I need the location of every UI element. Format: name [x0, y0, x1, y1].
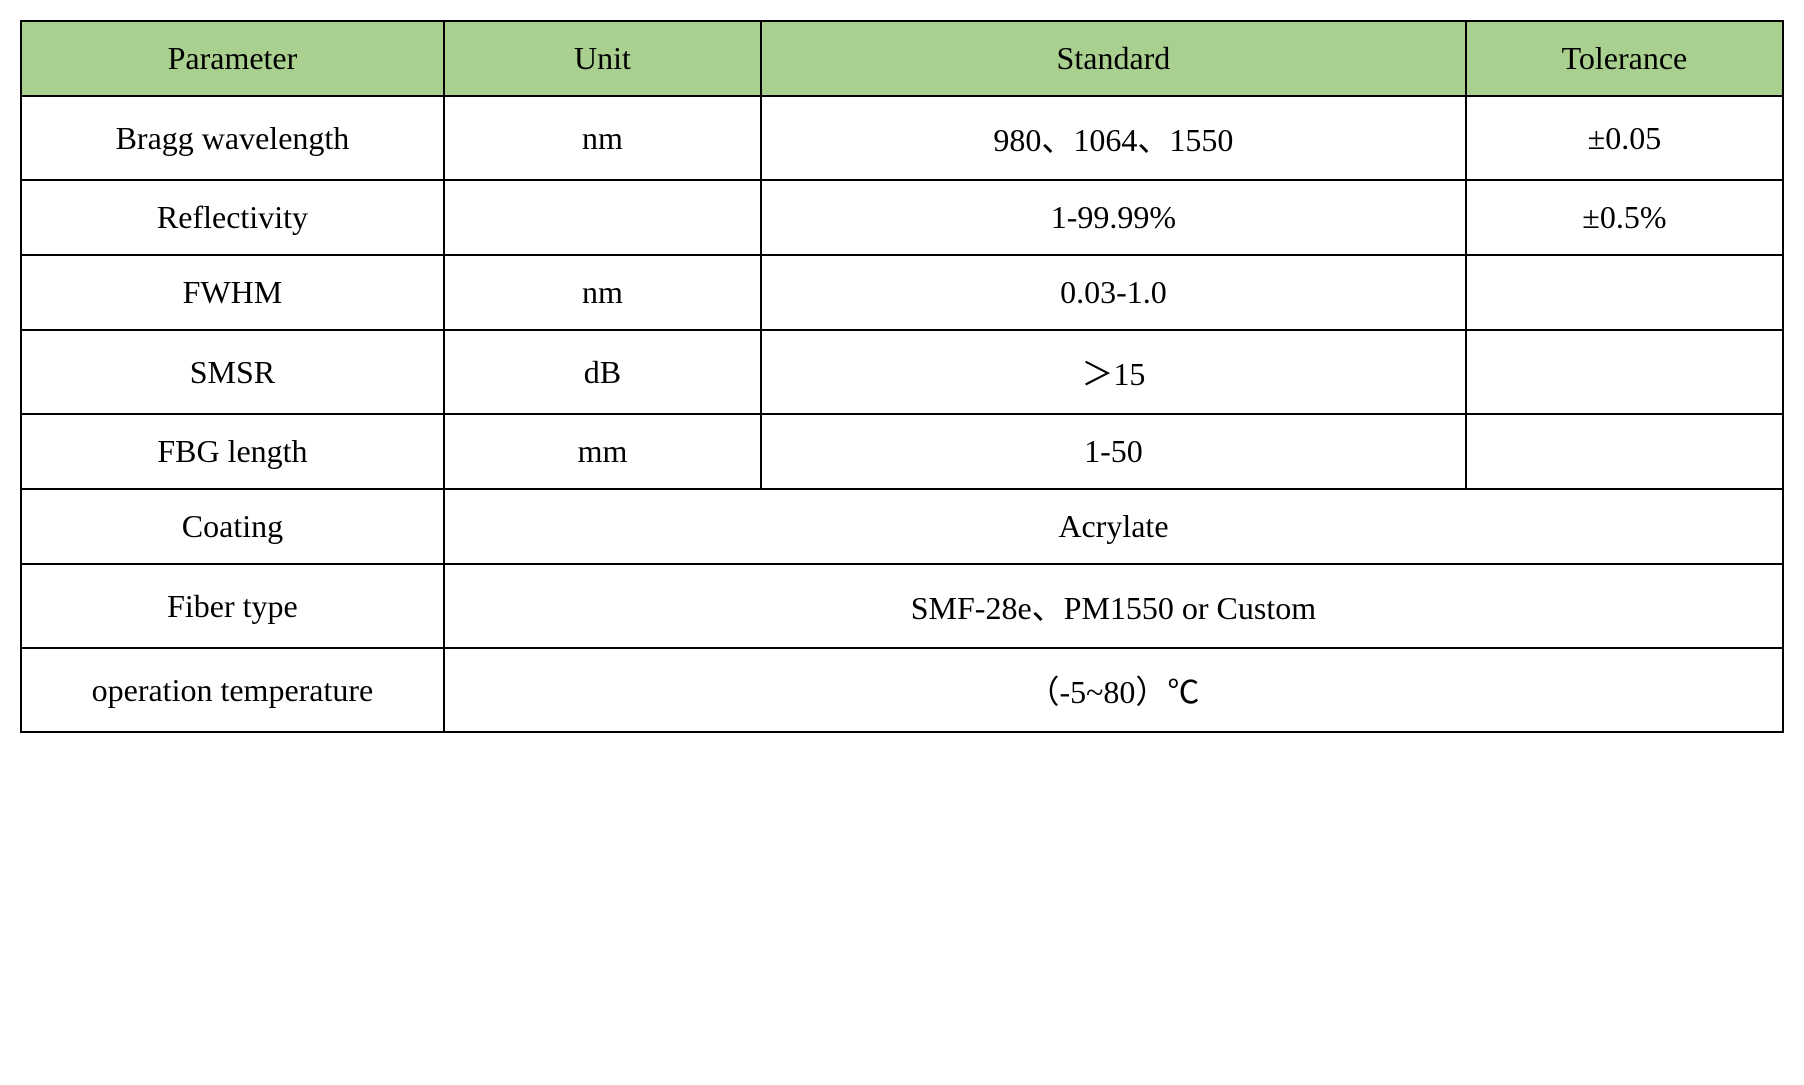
table-row: Reflectivity 1-99.99% ±0.5% [21, 180, 1783, 255]
header-tolerance: Tolerance [1466, 21, 1783, 96]
cell-standard: 980、1064、1550 [761, 96, 1466, 180]
cell-parameter: Reflectivity [21, 180, 444, 255]
cell-tolerance: ±0.05 [1466, 96, 1783, 180]
cell-merged: SMF-28e、PM1550 or Custom [444, 564, 1783, 648]
cell-parameter: Fiber type [21, 564, 444, 648]
spec-table: Parameter Unit Standard Tolerance Bragg … [20, 20, 1784, 733]
header-parameter: Parameter [21, 21, 444, 96]
table-row: Coating Acrylate [21, 489, 1783, 564]
cell-tolerance [1466, 255, 1783, 330]
cell-unit [444, 180, 761, 255]
header-standard: Standard [761, 21, 1466, 96]
cell-tolerance [1466, 330, 1783, 414]
cell-parameter: FWHM [21, 255, 444, 330]
cell-standard: 0.03-1.0 [761, 255, 1466, 330]
cell-merged: Acrylate [444, 489, 1783, 564]
table-row: SMSR dB ＞15 [21, 330, 1783, 414]
table-row: FBG length mm 1-50 [21, 414, 1783, 489]
cell-parameter: SMSR [21, 330, 444, 414]
cell-standard: ＞15 [761, 330, 1466, 414]
cell-parameter: FBG length [21, 414, 444, 489]
cell-tolerance: ±0.5% [1466, 180, 1783, 255]
cell-parameter: Bragg wavelength [21, 96, 444, 180]
cell-parameter: Coating [21, 489, 444, 564]
cell-tolerance [1466, 414, 1783, 489]
cell-unit: dB [444, 330, 761, 414]
cell-standard: 1-99.99% [761, 180, 1466, 255]
header-unit: Unit [444, 21, 761, 96]
cell-merged: （-5~80）℃ [444, 648, 1783, 732]
cell-standard: 1-50 [761, 414, 1466, 489]
cell-unit: nm [444, 255, 761, 330]
table-row: FWHM nm 0.03-1.0 [21, 255, 1783, 330]
table-row: Fiber type SMF-28e、PM1550 or Custom [21, 564, 1783, 648]
cell-unit: nm [444, 96, 761, 180]
header-row: Parameter Unit Standard Tolerance [21, 21, 1783, 96]
table-body: Bragg wavelength nm 980、1064、1550 ±0.05 … [21, 96, 1783, 732]
cell-unit: mm [444, 414, 761, 489]
table-row: Bragg wavelength nm 980、1064、1550 ±0.05 [21, 96, 1783, 180]
cell-parameter: operation temperature [21, 648, 444, 732]
table-row: operation temperature （-5~80）℃ [21, 648, 1783, 732]
